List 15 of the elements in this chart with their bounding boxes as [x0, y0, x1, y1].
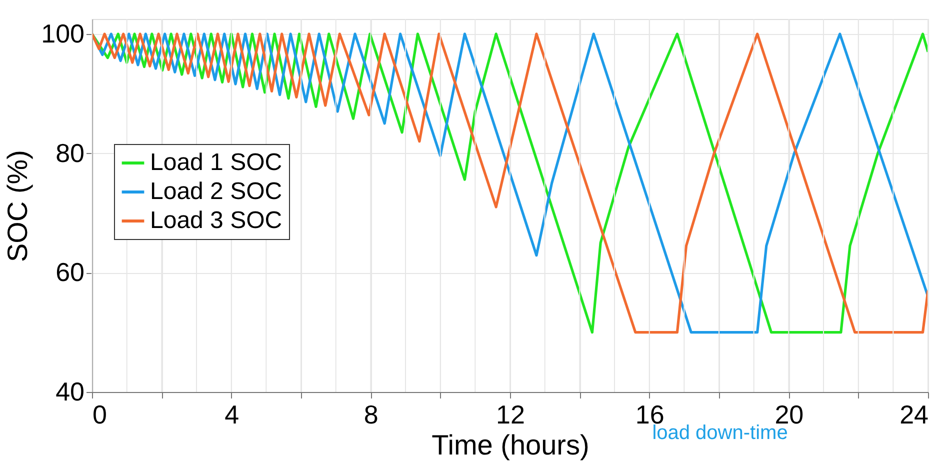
y-axis-title: SOC (%): [2, 150, 34, 262]
legend-label: Load 3 SOC: [150, 207, 282, 234]
legend-label: Load 2 SOC: [150, 178, 282, 205]
y-tick-label: 80: [56, 138, 84, 168]
x-tick-label: 8: [364, 400, 378, 430]
legend-label: Load 1 SOC: [150, 149, 282, 176]
x-tick-label: 24: [900, 400, 928, 430]
x-tick-label: 0: [92, 400, 107, 430]
y-tick-label: 40: [56, 376, 84, 406]
x-axis-title: Time (hours): [432, 430, 590, 460]
x-tick-label: 20: [774, 400, 804, 430]
y-tick-label: 60: [56, 257, 84, 288]
y-tick-label: 100: [41, 18, 84, 48]
x-tick-label: 12: [496, 400, 525, 430]
x-tick-label: 4: [224, 400, 240, 430]
